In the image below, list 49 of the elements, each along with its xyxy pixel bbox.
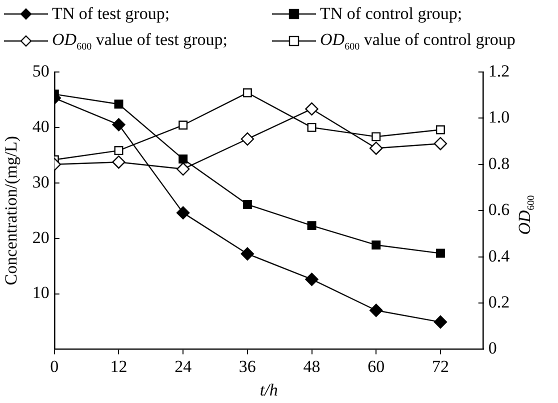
point — [305, 102, 318, 116]
point — [114, 146, 124, 156]
legend-label: OD$_{600}$ value of control group — [320, 30, 516, 52]
y2-tick-label: 1.0 — [488, 108, 510, 127]
legend-label: TN of test group; — [52, 4, 170, 24]
y2-tick-label: 0 — [488, 338, 497, 358]
point — [434, 315, 448, 329]
y-tick-label: 20 — [32, 228, 50, 247]
point — [372, 132, 381, 142]
point — [178, 120, 188, 130]
point — [307, 221, 316, 230]
x-tick-label: 60 — [368, 356, 385, 376]
y2-tick-label: 0.4 — [488, 246, 510, 266]
point — [176, 206, 190, 220]
y2-tick-label: 0.8 — [488, 154, 510, 173]
legend-label: TN of control group; — [320, 4, 462, 24]
y-tick-label: 40 — [32, 116, 50, 136]
x-tick-label: 72 — [432, 356, 449, 376]
x-axis-title: t/h — [260, 380, 278, 400]
point — [242, 200, 252, 209]
legend-label: OD$_{600}$ value of test group; — [52, 30, 228, 52]
point — [434, 137, 448, 150]
point — [112, 155, 126, 169]
point — [372, 240, 381, 250]
point — [307, 122, 316, 132]
x-tick-label: 48 — [303, 356, 320, 376]
point — [112, 118, 126, 132]
point — [240, 132, 254, 146]
y-tick-label: 10 — [32, 283, 50, 302]
point — [436, 125, 445, 134]
x-tick-label: 24 — [174, 356, 192, 376]
point — [305, 272, 318, 286]
point — [436, 248, 445, 258]
point — [178, 154, 188, 164]
point — [370, 304, 383, 317]
y2-tick-label: 0.6 — [488, 200, 510, 220]
y-axis-title: Concentration/(mg/L) — [2, 136, 21, 286]
point — [370, 142, 383, 155]
point — [240, 247, 254, 260]
point — [176, 162, 190, 176]
y2-tick-label: 0.2 — [488, 292, 510, 312]
x-tick-label: 12 — [110, 356, 128, 376]
y-tick-label: 50 — [32, 61, 50, 80]
y2-tick-label: 1.2 — [488, 61, 510, 80]
x-tick-label: 0 — [50, 356, 59, 376]
point — [242, 88, 252, 98]
y-tick-label: 30 — [32, 172, 50, 192]
x-tick-label: 36 — [238, 356, 256, 376]
point — [114, 100, 124, 109]
